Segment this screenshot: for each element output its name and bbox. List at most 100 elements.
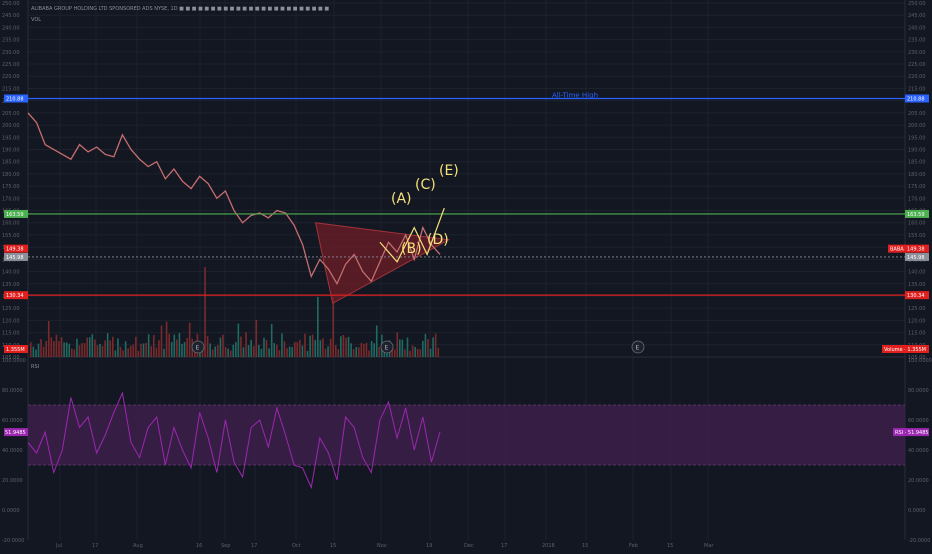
volume-bar bbox=[30, 342, 32, 357]
volume-bar bbox=[422, 340, 424, 357]
rsi-badge-right-label: RSI · 51.9485 bbox=[895, 430, 929, 436]
volume-bar bbox=[158, 340, 160, 357]
volume-bar bbox=[358, 347, 360, 357]
volume-bar bbox=[409, 350, 411, 357]
price-axis-label-right: 240.00 bbox=[908, 25, 926, 31]
rsi-badge-left-label: 51.9485 bbox=[5, 430, 26, 436]
volume-bar bbox=[176, 339, 178, 357]
symbol-legend: ALIBABA GROUP HOLDING LTD SPONSORED ADS … bbox=[31, 6, 330, 12]
wave-label-a: (A) bbox=[391, 191, 412, 207]
rsi-axis-label-right: -20.0000 bbox=[908, 538, 930, 544]
price-axis-label-right: 125.00 bbox=[908, 306, 926, 312]
volume-bar bbox=[224, 346, 227, 357]
rsi-axis-label-right: 80.0000 bbox=[908, 388, 929, 394]
volume-bar bbox=[327, 346, 329, 357]
volume-bar bbox=[170, 342, 173, 357]
volume-bar bbox=[201, 346, 204, 357]
volume-bar bbox=[188, 322, 191, 357]
volume-bar bbox=[124, 341, 127, 357]
level-badge-left-label: 163.59 bbox=[6, 212, 24, 218]
volume-bar bbox=[71, 348, 73, 357]
level-badge-right bbox=[905, 209, 929, 218]
volume-bar bbox=[363, 343, 365, 357]
volume-bar bbox=[265, 340, 268, 357]
volume-bar bbox=[401, 339, 404, 357]
price-axis-label-left: 205.00 bbox=[2, 111, 20, 117]
price-axis-label-right: 155.00 bbox=[908, 233, 926, 239]
volume-bar bbox=[375, 325, 378, 357]
volume-bar bbox=[183, 341, 186, 357]
price-axis-label-right: 170.00 bbox=[908, 196, 926, 202]
volume-bar bbox=[324, 348, 327, 357]
volume-bar bbox=[99, 343, 101, 357]
volume-bar bbox=[96, 345, 99, 357]
price-axis-label-left: 215.00 bbox=[2, 86, 20, 92]
volume-bar bbox=[309, 335, 311, 357]
volume-bar bbox=[163, 348, 165, 357]
volume-bar bbox=[288, 346, 291, 357]
level-badge-right bbox=[905, 244, 929, 253]
volume-bar bbox=[101, 345, 104, 357]
price-axis-label-right: 235.00 bbox=[908, 38, 926, 44]
volume-bar bbox=[296, 342, 299, 357]
volume-bar bbox=[35, 349, 37, 357]
wave-label-b: (B) bbox=[401, 241, 422, 257]
volume-bar bbox=[150, 346, 153, 357]
price-axis-label-left: 105.00 bbox=[2, 355, 20, 361]
volume-bar bbox=[219, 337, 222, 357]
price-axis-label-left: 185.00 bbox=[2, 160, 20, 166]
volume-bar bbox=[50, 337, 53, 357]
price-axis-label-right: 175.00 bbox=[908, 184, 926, 190]
time-axis-label: 17 bbox=[251, 543, 257, 549]
volume-bar bbox=[78, 345, 81, 357]
volume-bar bbox=[414, 346, 416, 357]
time-axis-label: Nov bbox=[377, 543, 387, 549]
volume-bar bbox=[42, 346, 45, 357]
volume-bar bbox=[306, 350, 309, 357]
level-badge-left bbox=[4, 244, 28, 253]
volume-bar bbox=[411, 345, 414, 357]
volume-bar bbox=[65, 342, 68, 357]
volume-bar bbox=[396, 332, 399, 357]
volume-bar bbox=[47, 321, 50, 357]
volume-bar bbox=[58, 341, 60, 357]
time-axis-label: 19 bbox=[426, 543, 432, 549]
rsi-axis-label-right: 20.0000 bbox=[908, 478, 929, 484]
volume-bar bbox=[76, 338, 78, 357]
level-badge-left bbox=[4, 209, 28, 218]
level-badge-left bbox=[4, 252, 28, 261]
volume-bar bbox=[247, 345, 250, 357]
volume-bar bbox=[235, 342, 237, 357]
volume-bar bbox=[311, 334, 314, 357]
price-axis-label-left: 225.00 bbox=[2, 62, 20, 68]
volume-bar bbox=[37, 343, 40, 357]
price-axis-label-right: 245.00 bbox=[908, 13, 926, 19]
volume-bar bbox=[153, 335, 155, 357]
price-axis-label-right: 140.00 bbox=[908, 270, 926, 276]
volume-bar bbox=[347, 336, 350, 357]
volume-bar bbox=[83, 343, 86, 357]
price-axis-label-right: 180.00 bbox=[908, 172, 926, 178]
price-axis-label-right: 160.00 bbox=[908, 221, 926, 227]
rsi-axis-label-left: 20.0000 bbox=[2, 478, 23, 484]
volume-bar bbox=[424, 333, 427, 357]
price-axis-label-right: 120.00 bbox=[908, 318, 926, 324]
price-axis-label-right: 105.00 bbox=[908, 355, 926, 361]
price-axis-label-right: 225.00 bbox=[908, 62, 926, 68]
time-axis-label: 15 bbox=[582, 543, 588, 549]
volume-bar bbox=[434, 333, 437, 357]
time-axis-label: Jul bbox=[55, 543, 62, 549]
level-badge-right bbox=[905, 252, 929, 261]
volume-bar bbox=[337, 349, 340, 357]
volume-bar bbox=[242, 347, 245, 357]
volume-bar bbox=[88, 337, 91, 357]
volume-bar bbox=[250, 339, 252, 357]
volume-bar bbox=[178, 332, 181, 357]
level-badge-right-label: 130.34 bbox=[907, 293, 925, 299]
volume-bar bbox=[258, 344, 260, 357]
volume-bar bbox=[129, 345, 132, 357]
volume-bar bbox=[268, 348, 270, 357]
price-axis-label-left: 155.00 bbox=[2, 233, 20, 239]
volume-bar bbox=[122, 350, 124, 357]
